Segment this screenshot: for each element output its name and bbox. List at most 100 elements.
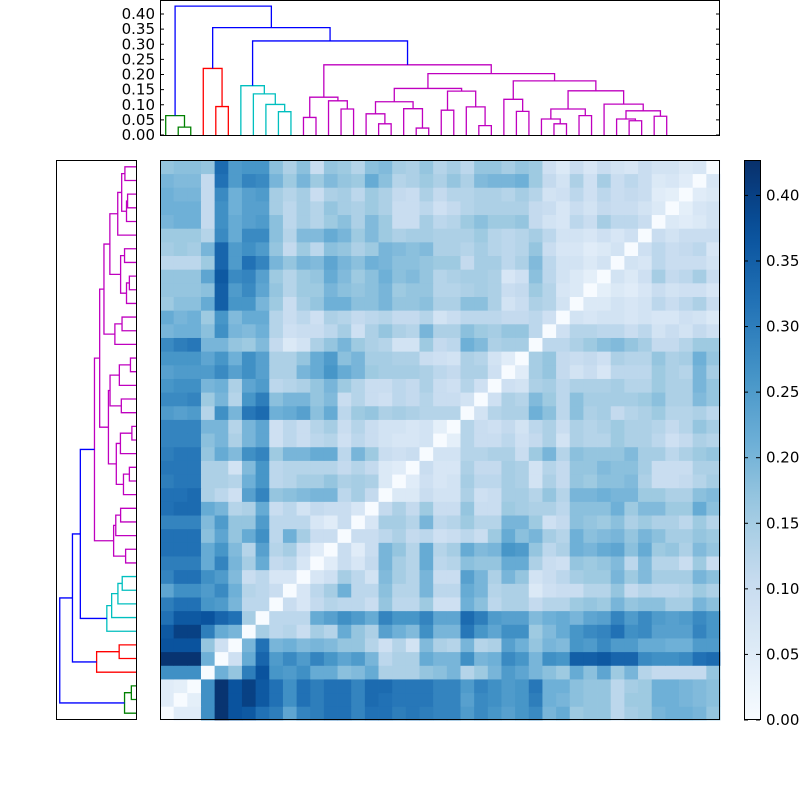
heatmap-cell bbox=[310, 583, 325, 598]
heatmap-cell bbox=[241, 405, 257, 420]
heatmap-cell bbox=[214, 665, 229, 680]
heatmap-cell bbox=[624, 269, 639, 284]
heatmap-cell bbox=[624, 638, 639, 653]
heatmap-cell bbox=[556, 282, 571, 297]
heatmap-cell bbox=[310, 460, 325, 475]
heatmap-cell bbox=[692, 323, 707, 338]
heatmap-cell bbox=[638, 474, 653, 489]
heatmap-cell bbox=[528, 296, 543, 311]
heatmap-cell bbox=[624, 296, 639, 311]
heatmap-cell bbox=[269, 214, 284, 229]
heatmap-cell bbox=[487, 187, 502, 202]
heatmap-cell bbox=[487, 487, 502, 502]
heatmap-cell bbox=[200, 446, 216, 461]
heatmap-cell bbox=[310, 528, 325, 543]
heatmap-cell bbox=[296, 364, 311, 379]
heatmap-cell bbox=[392, 419, 407, 434]
heatmap-cell bbox=[610, 214, 625, 229]
heatmap-cell bbox=[624, 433, 639, 448]
heatmap-cell bbox=[310, 255, 325, 270]
heatmap-cell bbox=[597, 200, 612, 216]
heatmap-cell bbox=[351, 228, 366, 243]
heatmap-cell bbox=[638, 460, 653, 475]
heatmap-cell bbox=[624, 706, 639, 721]
heatmap-cell bbox=[255, 433, 270, 448]
heatmap-cell bbox=[638, 392, 653, 407]
heatmap-cell bbox=[583, 378, 598, 393]
heatmap-cell bbox=[173, 323, 188, 338]
heatmap-cell bbox=[528, 610, 543, 625]
heatmap-cell bbox=[160, 241, 175, 257]
heatmap-cell bbox=[665, 487, 680, 502]
heatmap-cell bbox=[679, 460, 694, 475]
heatmap-cell bbox=[364, 419, 379, 434]
heatmap-cell bbox=[679, 323, 694, 338]
heatmap-cell bbox=[624, 173, 639, 188]
heatmap-cell bbox=[392, 337, 407, 352]
heatmap-cell bbox=[446, 474, 461, 489]
heatmap-cell bbox=[419, 364, 434, 379]
heatmap-cell bbox=[200, 665, 216, 680]
heatmap-cell bbox=[160, 405, 175, 420]
heatmap-cell bbox=[460, 187, 475, 202]
heatmap-cell bbox=[692, 433, 707, 448]
heatmap-cell bbox=[337, 364, 352, 379]
heatmap-cell bbox=[610, 200, 625, 216]
heatmap-cell bbox=[624, 255, 639, 270]
heatmap-cell bbox=[706, 200, 721, 216]
heatmap-cell bbox=[487, 269, 502, 284]
heatmap-cell bbox=[501, 228, 516, 243]
heatmap-cell bbox=[706, 651, 721, 666]
heatmap-cell bbox=[255, 638, 270, 653]
heatmap-cell bbox=[310, 706, 325, 721]
dendrogram-link bbox=[302, 116, 317, 135]
heatmap-cell bbox=[214, 419, 229, 434]
heatmap-cell bbox=[487, 323, 502, 338]
heatmap-cell bbox=[255, 228, 270, 243]
heatmap-cell bbox=[624, 501, 639, 516]
heatmap-cell bbox=[323, 173, 338, 188]
heatmap-cell bbox=[282, 542, 297, 557]
heatmap-cell bbox=[228, 638, 243, 653]
heatmap-cell bbox=[542, 282, 557, 297]
heatmap-cell bbox=[542, 173, 557, 188]
heatmap-cell bbox=[569, 337, 584, 352]
heatmap-cell bbox=[323, 583, 338, 598]
heatmap-cell bbox=[351, 173, 366, 188]
heatmap-cell bbox=[446, 214, 461, 229]
heatmap-cell bbox=[474, 692, 489, 707]
heatmap-cell bbox=[200, 692, 216, 707]
heatmap-cell bbox=[597, 528, 612, 543]
heatmap-cell bbox=[474, 296, 489, 311]
heatmap-cell bbox=[200, 323, 216, 338]
heatmap-cell bbox=[583, 337, 598, 352]
heatmap-cell bbox=[323, 187, 338, 202]
heatmap-cell bbox=[323, 679, 338, 694]
heatmap-cell bbox=[665, 460, 680, 475]
heatmap-cell bbox=[378, 296, 393, 311]
y-tick-label: 0.40 bbox=[122, 5, 155, 23]
heatmap-cell bbox=[364, 296, 379, 311]
dendrogram-link bbox=[95, 651, 136, 673]
heatmap-cell bbox=[474, 160, 489, 175]
heatmap-cell bbox=[173, 228, 188, 243]
dendrogram-link bbox=[115, 514, 136, 537]
heatmap-cell bbox=[228, 706, 243, 721]
heatmap-cell bbox=[214, 501, 229, 516]
heatmap-cell bbox=[679, 569, 694, 584]
heatmap-cell bbox=[241, 515, 257, 530]
heatmap-cell bbox=[241, 610, 257, 625]
heatmap-cell bbox=[228, 419, 243, 434]
heatmap-cell bbox=[378, 706, 393, 721]
heatmap-cell bbox=[474, 528, 489, 543]
heatmap-cell bbox=[610, 364, 625, 379]
heatmap-cell bbox=[610, 405, 625, 420]
heatmap-cell bbox=[310, 160, 325, 175]
heatmap-cell bbox=[569, 665, 584, 680]
heatmap-cell bbox=[569, 706, 584, 721]
heatmap-cell bbox=[610, 679, 625, 694]
heatmap-cell bbox=[692, 241, 707, 257]
heatmap-cell bbox=[419, 323, 434, 338]
heatmap-cell bbox=[583, 296, 598, 311]
heatmap-cell bbox=[364, 378, 379, 393]
